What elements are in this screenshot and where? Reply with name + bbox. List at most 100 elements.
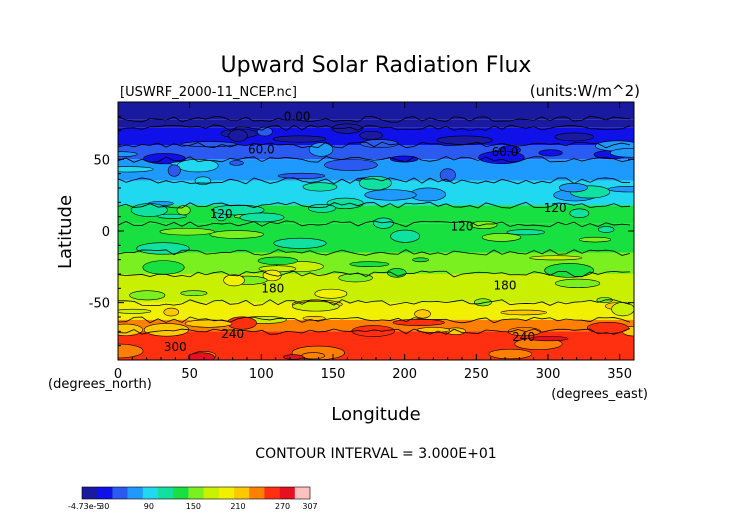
heatmap-anomaly xyxy=(500,309,547,316)
heatmap-anomaly xyxy=(167,164,181,177)
colorbar-max-label: 307 xyxy=(302,502,317,511)
heatmap-anomaly xyxy=(302,315,326,321)
heatmap-band xyxy=(118,223,634,253)
contour-label: 240 xyxy=(512,330,535,344)
heatmap-anomaly xyxy=(359,130,383,140)
contour-label: 180 xyxy=(261,281,284,295)
contour-labels: 0.00 60.0 60.0 120 120 120 180 180 240 240 300 xyxy=(164,109,567,354)
heatmap-anomaly xyxy=(597,226,615,233)
heatmap-anomaly xyxy=(159,228,215,236)
heatmap-anomaly xyxy=(544,263,594,278)
heatmap-anomaly xyxy=(412,257,429,263)
colorbar xyxy=(81,486,311,500)
y-axis-title: Latitude xyxy=(55,195,76,269)
x-tick-label: 200 xyxy=(392,367,417,382)
heatmap-anomaly xyxy=(390,229,421,243)
heatmap-anomaly xyxy=(301,352,325,360)
contour-label: 180 xyxy=(494,278,517,292)
x-unit-label: (degrees_east) xyxy=(551,387,648,402)
heatmap-anomaly xyxy=(554,132,594,142)
heatmap-anomaly xyxy=(239,212,285,223)
heatmap-anomaly xyxy=(308,142,334,157)
colorbar-swatch xyxy=(142,487,159,499)
heatmap-anomaly xyxy=(302,182,338,192)
heatmap-anomaly xyxy=(118,308,152,314)
heatmap-anomaly xyxy=(257,256,299,265)
x-tick-label: 300 xyxy=(536,367,561,382)
colorbar-swatch xyxy=(112,487,128,499)
heatmap-anomaly xyxy=(481,233,522,242)
heatmap-anomaly xyxy=(558,182,588,193)
contour-line xyxy=(118,220,631,228)
contour-label: 240 xyxy=(221,327,244,341)
colorbar-swatch xyxy=(218,487,235,499)
heatmap-anomaly xyxy=(314,288,348,299)
contour-line xyxy=(118,177,631,185)
heatmap-anomaly xyxy=(414,309,431,319)
colorbar-swatch xyxy=(173,487,189,499)
chart-title: Upward Solar Radiation Flux xyxy=(221,53,532,78)
heatmap-anomaly xyxy=(478,150,525,165)
heatmap-anomalies xyxy=(118,115,634,360)
x-axis-title: Longitude xyxy=(331,404,421,425)
x-tick-label: 0 xyxy=(114,367,122,382)
heatmap-anomaly xyxy=(118,166,154,173)
heatmap-anomaly xyxy=(308,203,336,213)
colorbar-swatch xyxy=(264,487,280,499)
colorbar-swatch xyxy=(234,487,250,499)
y-unit-label: (degrees_north) xyxy=(48,377,152,392)
contour-label: 300 xyxy=(164,340,187,354)
colorbar-swatch xyxy=(82,487,98,499)
dataset-label: [USWRF_2000-11_NCEP.nc] xyxy=(120,85,297,100)
colorbar-frame xyxy=(81,486,311,500)
heatmap-anomaly xyxy=(373,217,394,229)
heatmap-anomaly xyxy=(184,319,233,328)
heatmap-anomaly xyxy=(163,307,180,317)
heatmap-anomaly xyxy=(331,123,363,134)
heatmap-anomaly xyxy=(324,159,378,171)
heatmap-anomaly xyxy=(538,149,563,157)
heatmap-band xyxy=(118,302,634,320)
heatmap-band xyxy=(118,119,634,128)
contour-interval-label: CONTOUR INTERVAL = 3.000E+01 xyxy=(255,446,496,462)
x-tick-label: 150 xyxy=(321,367,346,382)
heatmap-anomaly xyxy=(129,290,166,301)
heatmap-anomaly xyxy=(283,354,304,360)
contour-line xyxy=(118,249,631,256)
heatmap-anomaly xyxy=(136,242,190,255)
heatmap-band xyxy=(118,274,634,303)
colorbar-tick-label: 30 xyxy=(99,502,109,511)
heatmap-anomaly xyxy=(529,255,583,261)
heatmap-anomaly xyxy=(389,155,419,163)
contour-line xyxy=(118,299,631,306)
heatmap-band xyxy=(118,102,634,120)
heatmap-anomaly xyxy=(142,260,185,275)
y-tick-label: -50 xyxy=(89,297,110,312)
contour-line xyxy=(118,201,631,209)
units-label: (units:W/m^2) xyxy=(530,82,640,100)
colorbar-swatch xyxy=(127,487,144,499)
heatmap-anomaly xyxy=(569,208,590,218)
contour-label: 120 xyxy=(210,207,233,221)
colorbar-swatch xyxy=(203,487,220,499)
colorbar-swatch xyxy=(158,487,174,499)
heatmap-anomaly xyxy=(209,230,264,239)
x-tick-label: 50 xyxy=(181,367,198,382)
heatmap-anomaly xyxy=(326,197,364,209)
x-axis: 0 50 100 150 200 250 300 350 xyxy=(114,102,635,382)
heatmap-anomaly xyxy=(277,172,326,179)
heatmap-anomaly xyxy=(506,229,545,236)
heatmap-anomaly xyxy=(292,301,340,312)
contour-line xyxy=(118,270,631,278)
y-tick-label: 50 xyxy=(93,153,110,168)
heatmap-anomaly xyxy=(187,352,215,360)
colorbar-swatch xyxy=(294,487,311,499)
contour-label: 120 xyxy=(544,201,567,215)
contour-label: 60.0 xyxy=(248,142,275,156)
heatmap-anomaly xyxy=(223,274,245,287)
heatmap-anomaly xyxy=(256,126,273,137)
contour-line xyxy=(118,155,631,163)
contour-line xyxy=(118,141,631,149)
colorbar-swatch xyxy=(97,487,113,499)
